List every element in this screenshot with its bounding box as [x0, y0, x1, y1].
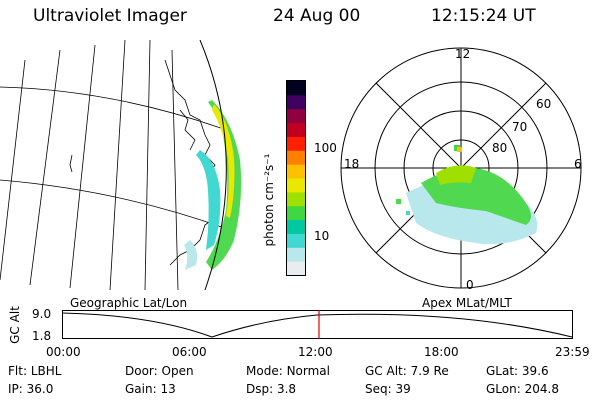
colorbar-tick-100: 100	[314, 141, 337, 155]
lat-label-70: 70	[512, 120, 528, 134]
colorbar-label: photon cm⁻²s⁻¹	[262, 153, 276, 247]
colorbar-band	[287, 81, 305, 96]
timeline-xtick-0000: 00:00	[46, 345, 81, 359]
colorbar-band	[287, 94, 305, 110]
status-glon: GLon: 204.8	[486, 382, 559, 396]
altitude-timeline	[62, 310, 573, 339]
colorbar-band	[287, 122, 305, 137]
status-ip: IP: 36.0	[8, 382, 54, 396]
status-gc-alt: GC Alt: 7.9 Re	[365, 364, 449, 378]
colorbar-band	[287, 136, 305, 151]
colorbar-band	[287, 108, 305, 124]
polar-plot	[340, 47, 582, 289]
time-label: 12:15:24 UT	[431, 6, 536, 26]
status-door: Door: Open	[125, 364, 194, 378]
colorbar-band	[287, 205, 305, 221]
aurora-map	[184, 100, 242, 270]
aurora-polar	[396, 145, 538, 245]
earth-limb	[199, 40, 227, 290]
colorbar-band	[287, 261, 305, 275]
timeline-ytick-1.8: 1.8	[32, 329, 52, 343]
colorbar-tick-10: 10	[314, 229, 330, 243]
colorbar	[286, 80, 306, 276]
colorbar-band	[287, 164, 305, 179]
status-seq: Seq: 39	[365, 382, 411, 396]
status-dsp: Dsp: 3.8	[246, 382, 297, 396]
instrument-title: Ultraviolet Imager	[33, 6, 187, 26]
timeline-xtick-2359: 23:59	[555, 345, 590, 359]
mlt-label-18: 18	[344, 157, 360, 171]
lat-label-80: 80	[492, 141, 508, 155]
altitude-curve	[62, 312, 573, 338]
coastline	[69, 59, 219, 266]
timeline-axis-title: GC Alt	[8, 306, 22, 344]
status-gain: Gain: 13	[125, 382, 176, 396]
map-grid	[0, 40, 227, 290]
mlt-label-12: 12	[455, 47, 471, 61]
status-mode: Mode: Normal	[246, 364, 330, 378]
timeline-xtick-1800: 18:00	[424, 345, 459, 359]
apex-caption: Apex MLat/MLT	[422, 296, 512, 310]
timeline-xtick-0600: 06:00	[172, 345, 207, 359]
mlt-label-0: 0	[466, 278, 474, 292]
timeline-ytick-9: 9.0	[32, 307, 52, 321]
colorbar-band	[287, 178, 305, 193]
timeline-xtick-1200: 12:00	[298, 345, 333, 359]
geographic-map	[0, 40, 242, 290]
date-label: 24 Aug 00	[273, 6, 361, 26]
geographic-caption: Geographic Lat/Lon	[70, 296, 188, 310]
colorbar-gradient	[287, 81, 305, 275]
colorbar-band	[287, 219, 305, 234]
lat-label-60: 60	[536, 97, 552, 111]
colorbar-band	[287, 247, 305, 262]
status-glat: GLat: 39.6	[486, 364, 549, 378]
status-flt: Flt: LBHL	[8, 364, 62, 378]
mlt-label-6: 6	[574, 157, 582, 171]
colorbar-band	[287, 233, 305, 248]
colorbar-band	[287, 150, 305, 165]
colorbar-band	[287, 191, 305, 207]
